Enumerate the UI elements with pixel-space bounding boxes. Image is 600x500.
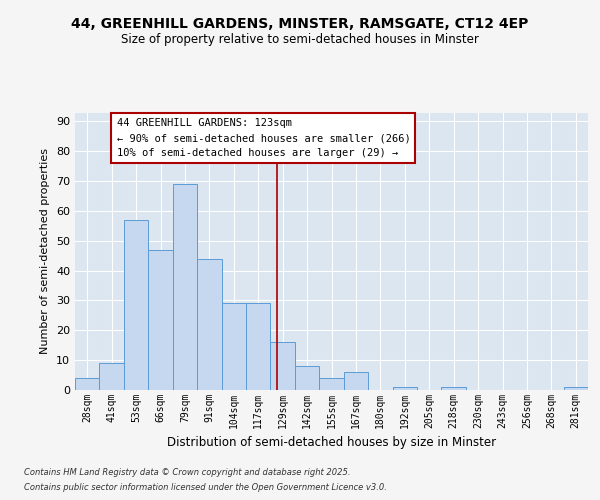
X-axis label: Distribution of semi-detached houses by size in Minster: Distribution of semi-detached houses by …	[167, 436, 496, 450]
Text: Contains public sector information licensed under the Open Government Licence v3: Contains public sector information licen…	[24, 483, 387, 492]
Bar	[442, 387, 466, 390]
Bar	[344, 372, 368, 390]
Bar	[221, 304, 246, 390]
Text: Contains HM Land Registry data © Crown copyright and database right 2025.: Contains HM Land Registry data © Crown c…	[24, 468, 350, 477]
Text: 44 GREENHILL GARDENS: 123sqm
← 90% of semi-detached houses are smaller (266)
10%: 44 GREENHILL GARDENS: 123sqm ← 90% of se…	[116, 118, 410, 158]
Text: Size of property relative to semi-detached houses in Minster: Size of property relative to semi-detach…	[121, 32, 479, 46]
Bar	[148, 250, 173, 390]
Bar	[197, 258, 221, 390]
Bar	[124, 220, 148, 390]
Text: 44, GREENHILL GARDENS, MINSTER, RAMSGATE, CT12 4EP: 44, GREENHILL GARDENS, MINSTER, RAMSGATE…	[71, 18, 529, 32]
Bar	[246, 304, 271, 390]
Bar	[75, 378, 100, 390]
Bar	[319, 378, 344, 390]
Bar	[563, 387, 588, 390]
Bar	[173, 184, 197, 390]
Bar	[392, 387, 417, 390]
Bar	[100, 363, 124, 390]
Y-axis label: Number of semi-detached properties: Number of semi-detached properties	[40, 148, 50, 354]
Bar	[295, 366, 319, 390]
Bar	[271, 342, 295, 390]
